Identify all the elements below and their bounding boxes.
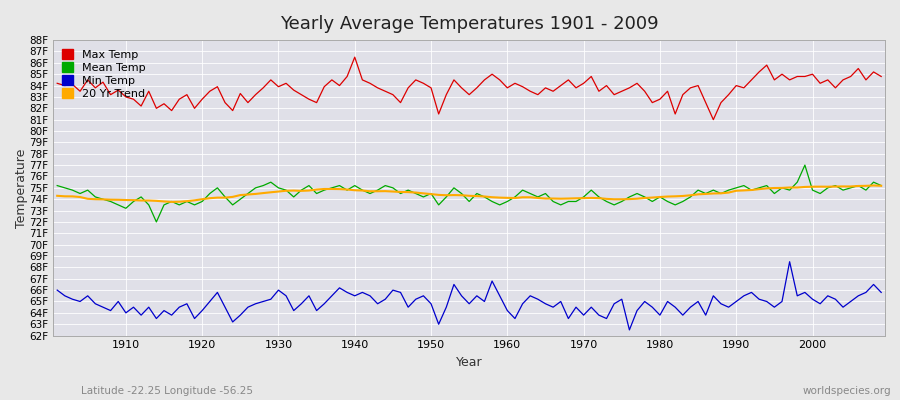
Title: Yearly Average Temperatures 1901 - 2009: Yearly Average Temperatures 1901 - 2009 — [280, 15, 659, 33]
Y-axis label: Temperature: Temperature — [15, 148, 28, 228]
Text: worldspecies.org: worldspecies.org — [803, 386, 891, 396]
X-axis label: Year: Year — [456, 356, 482, 369]
Legend: Max Temp, Mean Temp, Min Temp, 20 Yr Trend: Max Temp, Mean Temp, Min Temp, 20 Yr Tre… — [58, 46, 149, 102]
Text: Latitude -22.25 Longitude -56.25: Latitude -22.25 Longitude -56.25 — [81, 386, 253, 396]
